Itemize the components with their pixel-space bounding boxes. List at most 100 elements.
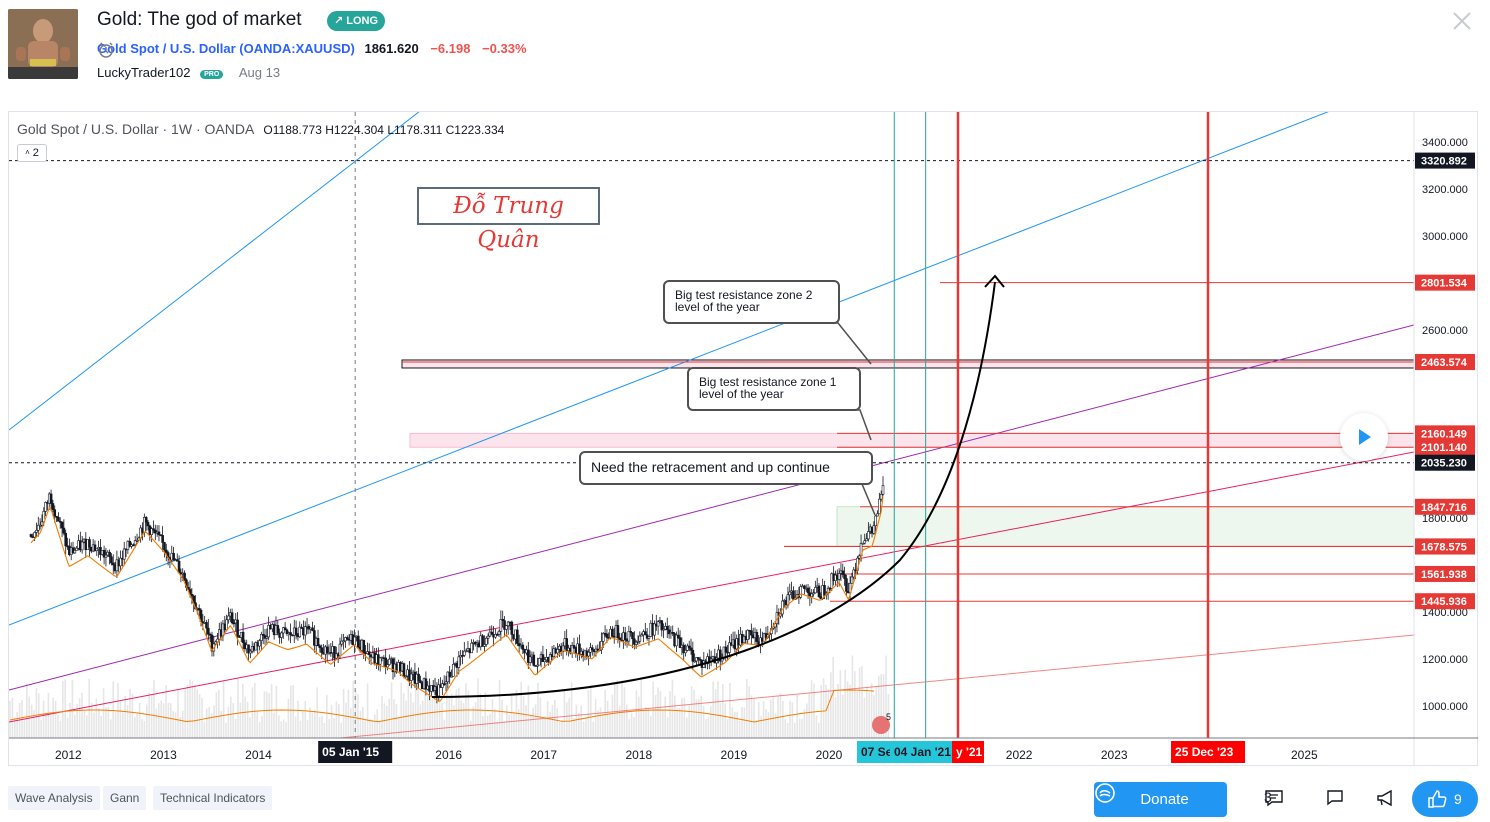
- candle-body: [214, 641, 217, 645]
- candle-body: [236, 619, 239, 637]
- chart-symbol-title: Gold Spot / U.S. Dollar · 1W · OANDA: [17, 121, 254, 137]
- candle-body: [876, 513, 879, 517]
- price-axis-label: 2801.534: [1421, 278, 1468, 290]
- publish-date: Aug 13: [238, 65, 281, 80]
- candle-body: [444, 681, 448, 684]
- author-signature-box: Đỗ Trung Quân: [417, 187, 600, 253]
- projection-curve: [431, 281, 996, 698]
- candle-body: [388, 658, 391, 665]
- candle-body: [265, 636, 269, 639]
- candle-body: [879, 493, 883, 500]
- candle-body: [510, 621, 514, 635]
- candle-body: [483, 644, 486, 647]
- candle-body: [660, 620, 664, 631]
- candle-body: [644, 631, 647, 636]
- author-row: LuckyTrader102 PRO Aug 13: [97, 65, 280, 80]
- price-axis-label: 3320.892: [1421, 156, 1467, 168]
- candle-body: [587, 651, 590, 657]
- author-avatar[interactable]: [8, 9, 78, 79]
- candle-body: [461, 655, 464, 657]
- indicator-collapse-button[interactable]: ˄ 2: [17, 144, 47, 162]
- symbol-change: −6.198: [430, 41, 471, 56]
- candle-body: [44, 502, 47, 512]
- symbol-link[interactable]: Gold Spot / U.S. Dollar (OANDA:XAUUSD): [97, 41, 355, 56]
- candle-body: [29, 534, 33, 537]
- price-axis-tick: 1200.000: [1422, 654, 1468, 666]
- candle-body: [486, 635, 490, 639]
- author-name[interactable]: LuckyTrader102: [97, 65, 191, 80]
- candle-body: [144, 517, 148, 523]
- candle-body: [463, 650, 466, 656]
- candle-body: [863, 540, 867, 544]
- event-flag-icon: [872, 716, 890, 734]
- candle-body: [207, 627, 210, 635]
- price-axis-label: 1445.936: [1421, 596, 1467, 608]
- candle-body: [157, 531, 161, 535]
- candle-body: [227, 615, 230, 621]
- candle-body: [442, 683, 446, 685]
- time-axis-label-bg: [857, 741, 891, 763]
- candle-body: [724, 646, 728, 653]
- callout-zone-1: Big test resistance zone 1 level of the …: [687, 367, 861, 411]
- candle-body: [728, 642, 731, 653]
- candle-body: [746, 629, 750, 640]
- time-axis-label-bg: [952, 741, 984, 763]
- plot-area: [9, 112, 1414, 738]
- candle-body: [298, 626, 302, 638]
- candle-body: [62, 527, 66, 534]
- candle-body: [631, 632, 634, 640]
- close-icon[interactable]: [1450, 9, 1474, 33]
- candle-body: [799, 586, 803, 598]
- price-axis-tick: 1000.000: [1422, 701, 1468, 713]
- candle-body: [356, 635, 360, 648]
- candle-body: [627, 630, 631, 642]
- candle-body: [590, 647, 594, 651]
- candle-body: [665, 626, 669, 631]
- coin-icon: [1095, 783, 1115, 803]
- time-axis-label: y '21: [956, 745, 983, 759]
- candle-body: [528, 656, 532, 663]
- candle-body: [258, 640, 261, 647]
- time-axis-tick: 2013: [150, 748, 177, 762]
- tag-technical-indicators[interactable]: Technical Indicators: [153, 786, 273, 810]
- time-axis-tick: 2022: [1006, 748, 1033, 762]
- idea-title: Gold: The god of market: [97, 9, 302, 30]
- ohlc-open: O1188.773: [263, 123, 322, 137]
- donate-label: Donate: [1140, 791, 1189, 808]
- donate-button[interactable]: Donate: [1094, 782, 1227, 817]
- candle-body: [490, 631, 494, 635]
- candle-body: [303, 626, 307, 636]
- chart-frame[interactable]: [8, 111, 1478, 766]
- candle-body: [857, 555, 861, 559]
- candle-body: [441, 683, 444, 688]
- candle-body: [497, 631, 501, 635]
- candle-body: [172, 552, 175, 561]
- comments-button[interactable]: 3: [1264, 789, 1283, 809]
- candle-body: [102, 550, 106, 558]
- time-axis-tick: 2017: [530, 748, 557, 762]
- candle-body: [872, 525, 876, 534]
- time-axis-tick: 2025: [1291, 748, 1318, 762]
- candle-body: [60, 521, 64, 529]
- candle-body: [249, 650, 252, 654]
- candle-body: [494, 634, 497, 638]
- play-replay-button[interactable]: [1340, 413, 1388, 461]
- resistance-zone-2: [401, 359, 1414, 369]
- tag-gann[interactable]: Gann: [103, 786, 147, 810]
- price-axis-tick: 3200.000: [1422, 184, 1468, 196]
- candle-body: [150, 528, 153, 535]
- candle-body: [340, 640, 344, 645]
- tag-wave-analysis[interactable]: Wave Analysis: [8, 786, 100, 810]
- price-axis-tick: 1400.000: [1422, 607, 1468, 619]
- candle-body: [565, 638, 568, 652]
- candle-body: [452, 664, 455, 677]
- like-button[interactable]: 9: [1412, 781, 1478, 817]
- thumbs-up-icon: [1428, 790, 1447, 808]
- candle-body: [689, 647, 693, 651]
- price-axis-label-bg: [1415, 152, 1475, 169]
- candle-body: [464, 650, 468, 653]
- candle-body: [572, 645, 576, 648]
- candle-body: [128, 540, 132, 547]
- candle-body: [276, 625, 280, 634]
